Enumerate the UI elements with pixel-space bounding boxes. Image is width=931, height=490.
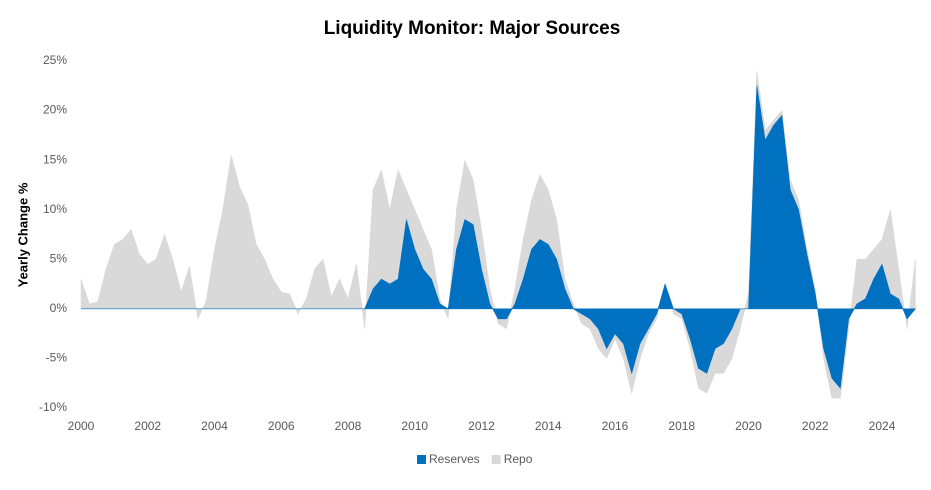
x-tick-label: 2022	[802, 419, 829, 433]
chart-title: Liquidity Monitor: Major Sources	[324, 18, 621, 39]
legend-label: Reserves	[429, 452, 480, 466]
x-tick-label: 2002	[134, 419, 161, 433]
y-tick-label: -5%	[46, 351, 68, 365]
legend-swatch	[491, 455, 501, 464]
legend-label: Repo	[504, 452, 533, 466]
area-reserves	[81, 85, 917, 389]
x-tick-label: 2024	[869, 419, 896, 433]
x-tick-label: 2018	[668, 419, 695, 433]
y-tick-label: 0%	[50, 301, 68, 315]
x-tick-label: 2014	[535, 419, 562, 433]
legend-swatch	[417, 455, 426, 464]
x-tick-label: 2006	[268, 419, 295, 433]
x-tick-label: 2010	[401, 419, 428, 433]
y-tick-label: -10%	[39, 400, 67, 414]
x-tick-label: 2016	[602, 419, 629, 433]
y-axis-label: Yearly Change %	[15, 182, 30, 287]
x-tick-label: 2000	[68, 419, 95, 433]
y-tick-label: 15%	[43, 152, 67, 166]
x-tick-label: 2004	[201, 419, 228, 433]
y-tick-label: 10%	[43, 202, 67, 216]
y-tick-label: 5%	[50, 251, 68, 265]
x-tick-label: 2008	[335, 419, 362, 433]
y-tick-label: 25%	[43, 53, 67, 67]
x-tick-label: 2012	[468, 419, 495, 433]
y-tick-label: 20%	[43, 103, 67, 117]
x-tick-label: 2020	[735, 419, 762, 433]
